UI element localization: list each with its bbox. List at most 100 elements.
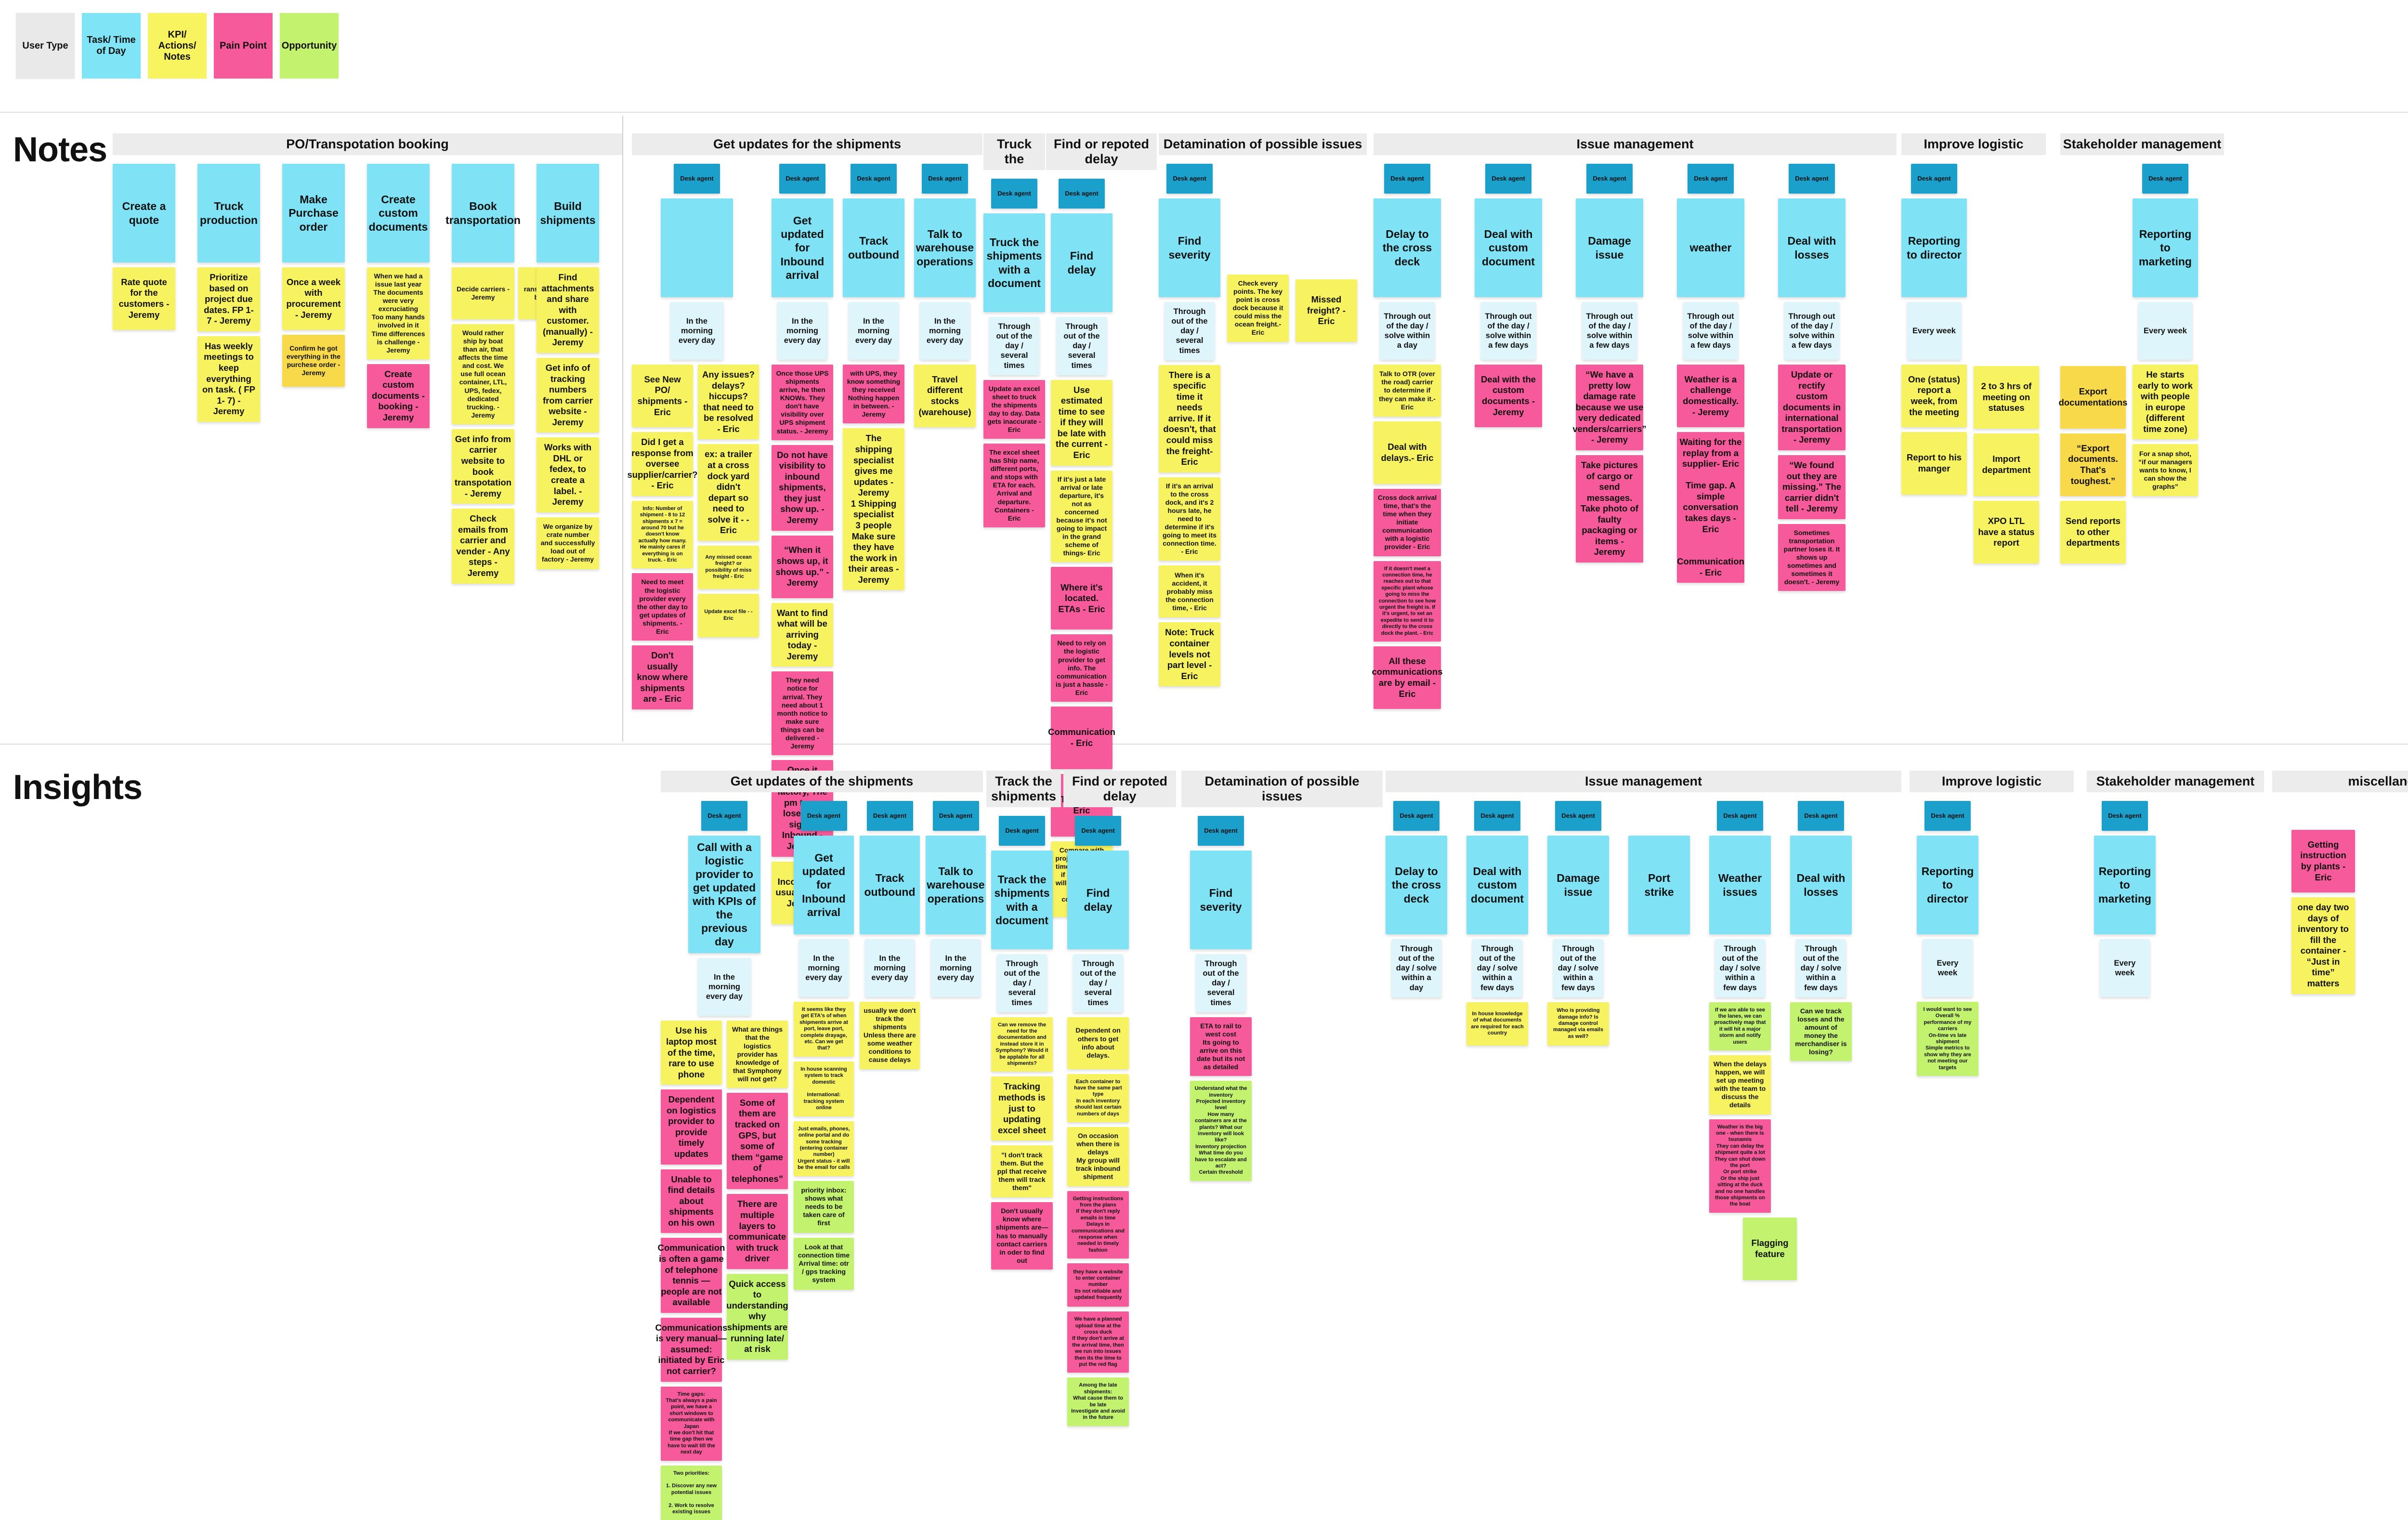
- kpi-note[interactable]: Rate quote for the customers - Jeremy: [113, 267, 175, 330]
- kpi-note[interactable]: Dependent on others to get info about de…: [1067, 1017, 1129, 1069]
- task-note[interactable]: Reporting to director: [1917, 836, 1978, 934]
- time-of-day-note[interactable]: In the morning every day: [777, 302, 828, 360]
- pain-point-note[interactable]: Getting instructions from the plans If t…: [1067, 1191, 1129, 1259]
- time-of-day-note[interactable]: Through out of the day / solve within a …: [1553, 939, 1604, 997]
- kpi-note[interactable]: He starts early to work with people in e…: [2133, 365, 2198, 440]
- task-note[interactable]: Deal with losses: [1790, 836, 1852, 934]
- pain-point-note[interactable]: “We have a pretty low damage rate becaus…: [1572, 365, 1647, 450]
- pain-point-note[interactable]: with UPS, they know something they recei…: [843, 365, 904, 424]
- kpi-note[interactable]: Decide carriers - Jeremy: [452, 267, 514, 319]
- kpi-note[interactable]: See New PO/ shipments - Eric: [632, 365, 693, 427]
- time-of-day-note[interactable]: Through out of the day / solve within a …: [1379, 302, 1435, 360]
- time-of-day-note[interactable]: Through out of the day / solve within a …: [1795, 939, 1846, 997]
- time-of-day-note[interactable]: Through out of the day / solve within a …: [1582, 302, 1637, 360]
- legend-opportunity-note[interactable]: Opportunity: [280, 13, 339, 79]
- kpi-note[interactable]: We organize by crate number and successf…: [537, 517, 599, 569]
- task-note[interactable]: Deal with custom document: [1466, 836, 1528, 934]
- desk-agent-tag[interactable]: Desk agent: [1586, 164, 1633, 194]
- task-note[interactable]: Deal with losses: [1778, 198, 1845, 297]
- opportunity-note[interactable]: Can we track losses and the amount of mo…: [1790, 1002, 1852, 1061]
- pain-point-note[interactable]: Communication - Eric: [1048, 706, 1115, 769]
- time-of-day-note[interactable]: Through out of the day / solve within a …: [1391, 939, 1442, 997]
- kpi-note[interactable]: Did I get a response from oversee suppli…: [628, 432, 698, 496]
- pain-point-note[interactable]: Getting instruction by plants - Eric: [2291, 830, 2355, 892]
- kpi-note[interactable]: When the delays happen, we will set up m…: [1709, 1055, 1771, 1114]
- desk-agent-tag[interactable]: Desk agent: [1166, 164, 1213, 194]
- time-of-day-note[interactable]: Through out of the day / solve within a …: [1683, 302, 1739, 360]
- opportunity-note[interactable]: I would want to see Overall % performanc…: [1917, 1002, 1978, 1076]
- desk-agent-tag[interactable]: Desk agent: [1717, 801, 1763, 831]
- time-of-day-note[interactable]: In the morning every day: [931, 939, 981, 997]
- opportunity-note[interactable]: Two priorities: 1. Discover any new pote…: [661, 1465, 722, 1520]
- time-of-day-note[interactable]: Through out of the day / several times: [989, 317, 1040, 375]
- task-note[interactable]: Make Purchase order: [282, 164, 345, 262]
- desk-agent-tag[interactable]: Desk agent: [1485, 164, 1531, 194]
- time-of-day-note[interactable]: In the morning every day: [670, 302, 723, 360]
- task-note[interactable]: Get updated for Inbound arrival: [772, 198, 833, 297]
- task-note[interactable]: Truck the shipments with a document: [983, 213, 1045, 312]
- kpi-note[interactable]: Find attachments and share with customer…: [537, 267, 599, 353]
- pain-point-note[interactable]: Take pictures of cargo or send messages.…: [1576, 455, 1643, 563]
- time-of-day-note[interactable]: Through out of the day / solve within a …: [1784, 302, 1840, 360]
- pain-point-note[interactable]: Some of them are tracked on GPS, but som…: [727, 1092, 788, 1190]
- desk-agent-tag[interactable]: Desk agent: [932, 801, 979, 831]
- desk-agent-tag[interactable]: Desk agent: [779, 164, 825, 194]
- opportunity-note[interactable]: Flagging feature: [1743, 1217, 1797, 1280]
- pain-point-note[interactable]: The excel sheet has Ship name, different…: [983, 444, 1045, 527]
- kpi-note[interactable]: XPO LTL have a status report: [1974, 501, 2039, 563]
- kpi-note[interactable]: 2 to 3 hrs of meeting on statuses: [1974, 366, 2039, 429]
- kpi-note[interactable]: usually we don't track the shipments Unl…: [860, 1002, 920, 1069]
- desk-agent-tag[interactable]: Desk agent: [866, 801, 913, 831]
- kpi-note[interactable]: If it's an arrival to the cross dock, an…: [1159, 477, 1220, 561]
- kpi-note[interactable]: Use estimated time to see if they will b…: [1051, 380, 1112, 466]
- task-note[interactable]: Reporting to marketing: [2094, 836, 2156, 934]
- task-note[interactable]: Find delay: [1067, 851, 1129, 949]
- legend-task-time-note[interactable]: Task/ Time of Day: [82, 13, 141, 79]
- time-of-day-note[interactable]: In the morning every day: [848, 302, 899, 360]
- pain-point-note[interactable]: Create custom documents - booking - Jere…: [367, 364, 430, 428]
- desk-agent-tag[interactable]: Desk agent: [1393, 801, 1440, 831]
- task-note[interactable]: Build shipments: [537, 164, 599, 262]
- kpi-note[interactable]: Use his laptop most of the time, rare to…: [661, 1021, 722, 1085]
- pain-point-note[interactable]: “We found out they are missing.” The car…: [1778, 455, 1845, 519]
- task-note[interactable]: Find severity: [1159, 198, 1220, 297]
- kpi-note[interactable]: Any missed ocean freight? or possibility…: [698, 545, 759, 589]
- time-of-day-note[interactable]: Through out of the day / several times: [1073, 954, 1124, 1012]
- pain-point-note[interactable]: Cross dock arrival time, that's the time…: [1374, 489, 1441, 556]
- kpi-note[interactable]: Update excel file - - Eric: [698, 593, 759, 637]
- task-note[interactable]: Track the shipments with a document: [991, 851, 1053, 949]
- task-note[interactable]: Reporting to director: [1901, 198, 1967, 297]
- kpi-note[interactable]: Can we remove the need for the documenta…: [991, 1017, 1053, 1072]
- pain-point-note[interactable]: Don't usually know where shipments are—h…: [991, 1202, 1053, 1270]
- kpi-note[interactable]: Each container to have the same part typ…: [1067, 1074, 1129, 1123]
- pain-point-note[interactable]: Weather is a challenge domestically. - J…: [1677, 365, 1744, 427]
- kpi-note[interactable]: Check emails from carrier and vender - A…: [452, 509, 514, 584]
- time-of-day-note[interactable]: Every week: [1907, 302, 1961, 360]
- desk-agent-tag[interactable]: Desk agent: [1384, 164, 1430, 194]
- kpi-note[interactable]: In house knowledge of what documents are…: [1466, 1002, 1528, 1046]
- task-note[interactable]: Truck production: [197, 164, 260, 262]
- task-note[interactable]: Get updated for Inbound arrival: [794, 836, 854, 934]
- desk-agent-tag[interactable]: Desk agent: [701, 801, 747, 831]
- task-note[interactable]: Call with a logistic provider to get upd…: [688, 836, 760, 954]
- desk-agent-tag[interactable]: Desk agent: [851, 164, 897, 194]
- kpi-note[interactable]: Missed freight? - Eric: [1296, 279, 1357, 342]
- kpi-note[interactable]: When it's accident, it probably miss the…: [1159, 565, 1220, 618]
- time-of-day-note[interactable]: Through out of the day / solve within a …: [1472, 939, 1523, 997]
- desk-agent-tag[interactable]: Desk agent: [1798, 801, 1844, 831]
- pain-point-note[interactable]: Where it's located. ETAs - Eric: [1051, 567, 1112, 630]
- opportunity-note[interactable]: priority inbox: shows what needs to be t…: [794, 1180, 854, 1233]
- time-of-day-note[interactable]: Every week: [2099, 939, 2150, 997]
- time-of-day-note[interactable]: Through out of the day / solve within a …: [1480, 302, 1536, 360]
- kpi-note[interactable]: “Export documents. That's toughest.”: [2060, 433, 2126, 496]
- pain-point-note[interactable]: Update an excel sheet to truck the shipm…: [983, 380, 1045, 439]
- time-of-day-note[interactable]: Every week: [2138, 302, 2192, 360]
- kpi-note[interactable]: Import department: [1974, 433, 2039, 496]
- pain-point-note[interactable]: ETA to rail to west cost Its going to ar…: [1190, 1017, 1252, 1076]
- pain-point-note[interactable]: Need to rely on the logistic provider to…: [1051, 634, 1112, 702]
- kpi-note[interactable]: Note: Truck container levels not part le…: [1159, 622, 1220, 687]
- pain-point-note[interactable]: Need to meet the logistic provider every…: [632, 573, 693, 641]
- kpi-note[interactable]: If it's just a late arrival or late depa…: [1051, 470, 1112, 563]
- kpi-note[interactable]: Works with DHL or fedex, to create a lab…: [537, 437, 599, 512]
- kpi-note[interactable]: Get info of tracking numbers from carrie…: [537, 357, 599, 433]
